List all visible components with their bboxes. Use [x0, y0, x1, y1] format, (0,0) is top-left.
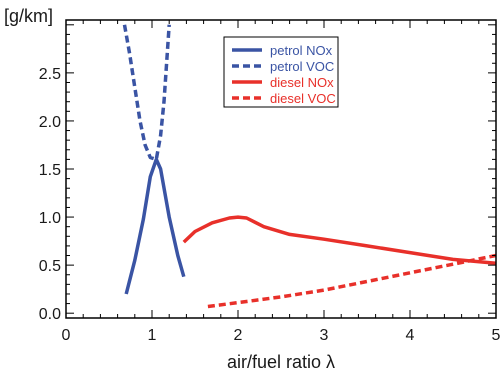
legend-label-diesel-voc: diesel VOC [270, 91, 336, 106]
legend-label-petrol-nox: petrol NOx [270, 43, 333, 58]
axis-tick-labels: 0 1 2 3 4 5 0.0 0.5 1.0 1.5 2.0 2.5 [39, 66, 501, 344]
x-tick-label: 5 [492, 327, 501, 344]
x-tick-label: 3 [320, 327, 329, 344]
axis-ticks [65, 20, 497, 318]
x-tick-label: 4 [406, 327, 415, 344]
series-line-diesel-voc [207, 253, 496, 309]
x-tick-label: 2 [234, 327, 243, 344]
series-line-diesel-nox [182, 215, 496, 265]
legend-label-diesel-nox: diesel NOx [270, 75, 334, 90]
series-line-petrol-nox [124, 157, 186, 295]
y-tick-label: 1.0 [39, 210, 61, 227]
plot-marks [122, 24, 496, 309]
y-axis-title: [g/km] [4, 6, 53, 26]
y-tick-label: 2.0 [39, 114, 61, 131]
legend-label-petrol-voc: petrol VOC [270, 59, 334, 74]
x-tick-label: 1 [148, 327, 157, 344]
x-axis-title: air/fuel ratio λ [227, 352, 335, 372]
y-tick-label: 0.0 [39, 306, 61, 323]
series-line-petrol-voc [122, 24, 171, 162]
y-tick-label: 1.5 [39, 162, 61, 179]
y-tick-label: 2.5 [39, 66, 61, 83]
y-tick-label: 0.5 [39, 258, 61, 275]
x-tick-label: 0 [62, 327, 71, 344]
